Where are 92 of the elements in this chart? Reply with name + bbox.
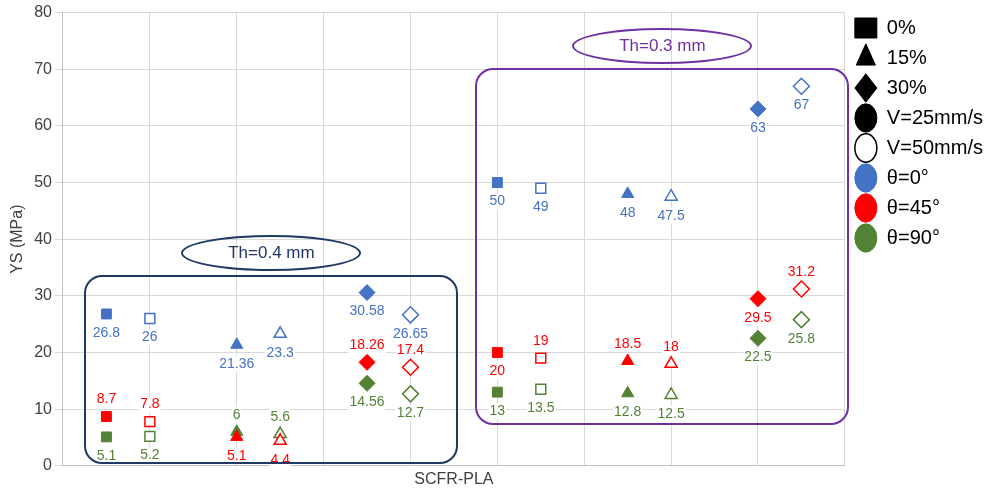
data-label: 20 xyxy=(489,362,506,379)
legend-label: V=25mm/s xyxy=(886,105,984,128)
data-label: 31.2 xyxy=(787,262,816,279)
data-label: 26.8 xyxy=(92,323,121,340)
data-label: 5.2 xyxy=(140,446,160,463)
annotation: Th=0.3 mm xyxy=(619,36,706,57)
point xyxy=(792,280,811,298)
legend-label: 0% xyxy=(886,15,916,38)
data-label: 12.5 xyxy=(657,404,685,421)
point xyxy=(401,306,420,324)
point xyxy=(535,352,547,364)
point xyxy=(273,433,287,446)
point xyxy=(749,100,767,118)
point xyxy=(664,387,678,400)
point xyxy=(621,385,635,398)
point xyxy=(273,326,287,339)
data-label: 12.7 xyxy=(396,403,425,420)
data-label: 14.56 xyxy=(349,393,385,410)
data-label: 18 xyxy=(663,337,680,354)
data-label: 23.3 xyxy=(266,343,295,360)
point xyxy=(621,353,635,365)
data-label: 5.6 xyxy=(270,407,291,424)
point xyxy=(100,411,112,422)
oval-outline: Th=0.4 mm xyxy=(181,234,362,271)
legend-label: θ=90° xyxy=(886,225,940,248)
data-label: 18.5 xyxy=(614,334,642,351)
point xyxy=(535,383,547,396)
legend-label: θ=0° xyxy=(886,165,929,188)
data-label: 7.8 xyxy=(140,395,160,412)
data-label: 49 xyxy=(533,198,549,215)
point xyxy=(664,188,678,201)
point xyxy=(401,385,420,403)
y-tick-label: 40 xyxy=(34,229,53,247)
point xyxy=(100,308,112,320)
point xyxy=(358,353,376,371)
data-label: 47.5 xyxy=(657,206,685,223)
data-label: 5.1 xyxy=(96,446,117,463)
legend-label: 30% xyxy=(886,75,928,98)
point xyxy=(230,337,244,349)
point xyxy=(749,329,767,347)
legend-label: θ=45° xyxy=(886,195,940,218)
data-label: 26 xyxy=(142,328,158,345)
point xyxy=(491,386,503,398)
point xyxy=(144,415,156,428)
data-label: 5.1 xyxy=(227,446,247,463)
legend-label: V=50mm/s xyxy=(886,135,984,158)
point xyxy=(664,356,678,369)
y-tick-label: 30 xyxy=(34,286,53,304)
data-label: 13 xyxy=(489,402,506,419)
y-tick-label: 10 xyxy=(34,399,53,417)
data-label: 8.7 xyxy=(96,390,117,407)
point xyxy=(792,77,811,95)
data-label: 19 xyxy=(533,332,549,349)
point xyxy=(491,347,503,358)
point xyxy=(358,284,376,302)
x-axis-title: SCFR-PLA xyxy=(414,469,494,487)
legend-label: 15% xyxy=(886,45,928,68)
y-tick-label: 50 xyxy=(34,172,53,190)
point xyxy=(621,186,635,198)
point xyxy=(100,431,112,443)
data-label: 18.26 xyxy=(349,336,385,353)
data-label: 50 xyxy=(489,192,506,209)
point xyxy=(144,430,156,443)
point xyxy=(144,312,156,325)
data-label: 67 xyxy=(793,96,810,113)
data-label: 26.65 xyxy=(392,324,429,341)
data-label: 63 xyxy=(750,118,766,135)
point xyxy=(230,429,244,441)
data-label: 25.8 xyxy=(787,329,816,346)
y-tick-label: 70 xyxy=(34,59,53,77)
data-label: 21.36 xyxy=(219,354,255,371)
oval-outline: Th=0.3 mm xyxy=(572,28,753,65)
point xyxy=(358,374,376,392)
point xyxy=(792,310,811,329)
y-tick-label: 0 xyxy=(43,456,53,474)
data-label: 12.8 xyxy=(614,403,642,420)
data-label: 22.5 xyxy=(744,348,772,365)
y-tick-label: 80 xyxy=(34,3,53,21)
data-label: 6 xyxy=(232,405,241,422)
data-label: 30.58 xyxy=(349,302,385,319)
data-label: 48 xyxy=(619,203,636,220)
point xyxy=(535,182,547,194)
point xyxy=(749,290,767,308)
y-tick-label: 60 xyxy=(34,116,53,134)
y-tick-label: 20 xyxy=(34,342,53,360)
data-label: 13.5 xyxy=(527,399,555,416)
data-label: 29.5 xyxy=(744,308,772,325)
data-label: 17.4 xyxy=(396,341,425,358)
point xyxy=(401,358,420,376)
y-axis-title: YS (MPa) xyxy=(8,204,26,274)
point xyxy=(491,177,503,188)
annotation: Th=0.4 mm xyxy=(228,242,315,263)
